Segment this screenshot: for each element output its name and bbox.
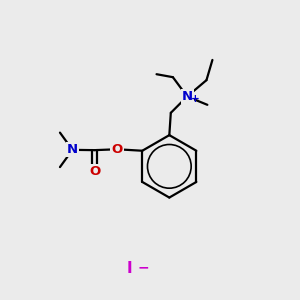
Text: −: − <box>138 260 149 274</box>
Text: +: + <box>191 94 200 104</box>
Text: O: O <box>89 165 100 178</box>
Text: N: N <box>182 90 193 103</box>
Text: O: O <box>111 143 123 156</box>
Text: I: I <box>126 261 132 276</box>
Text: N: N <box>67 143 78 156</box>
